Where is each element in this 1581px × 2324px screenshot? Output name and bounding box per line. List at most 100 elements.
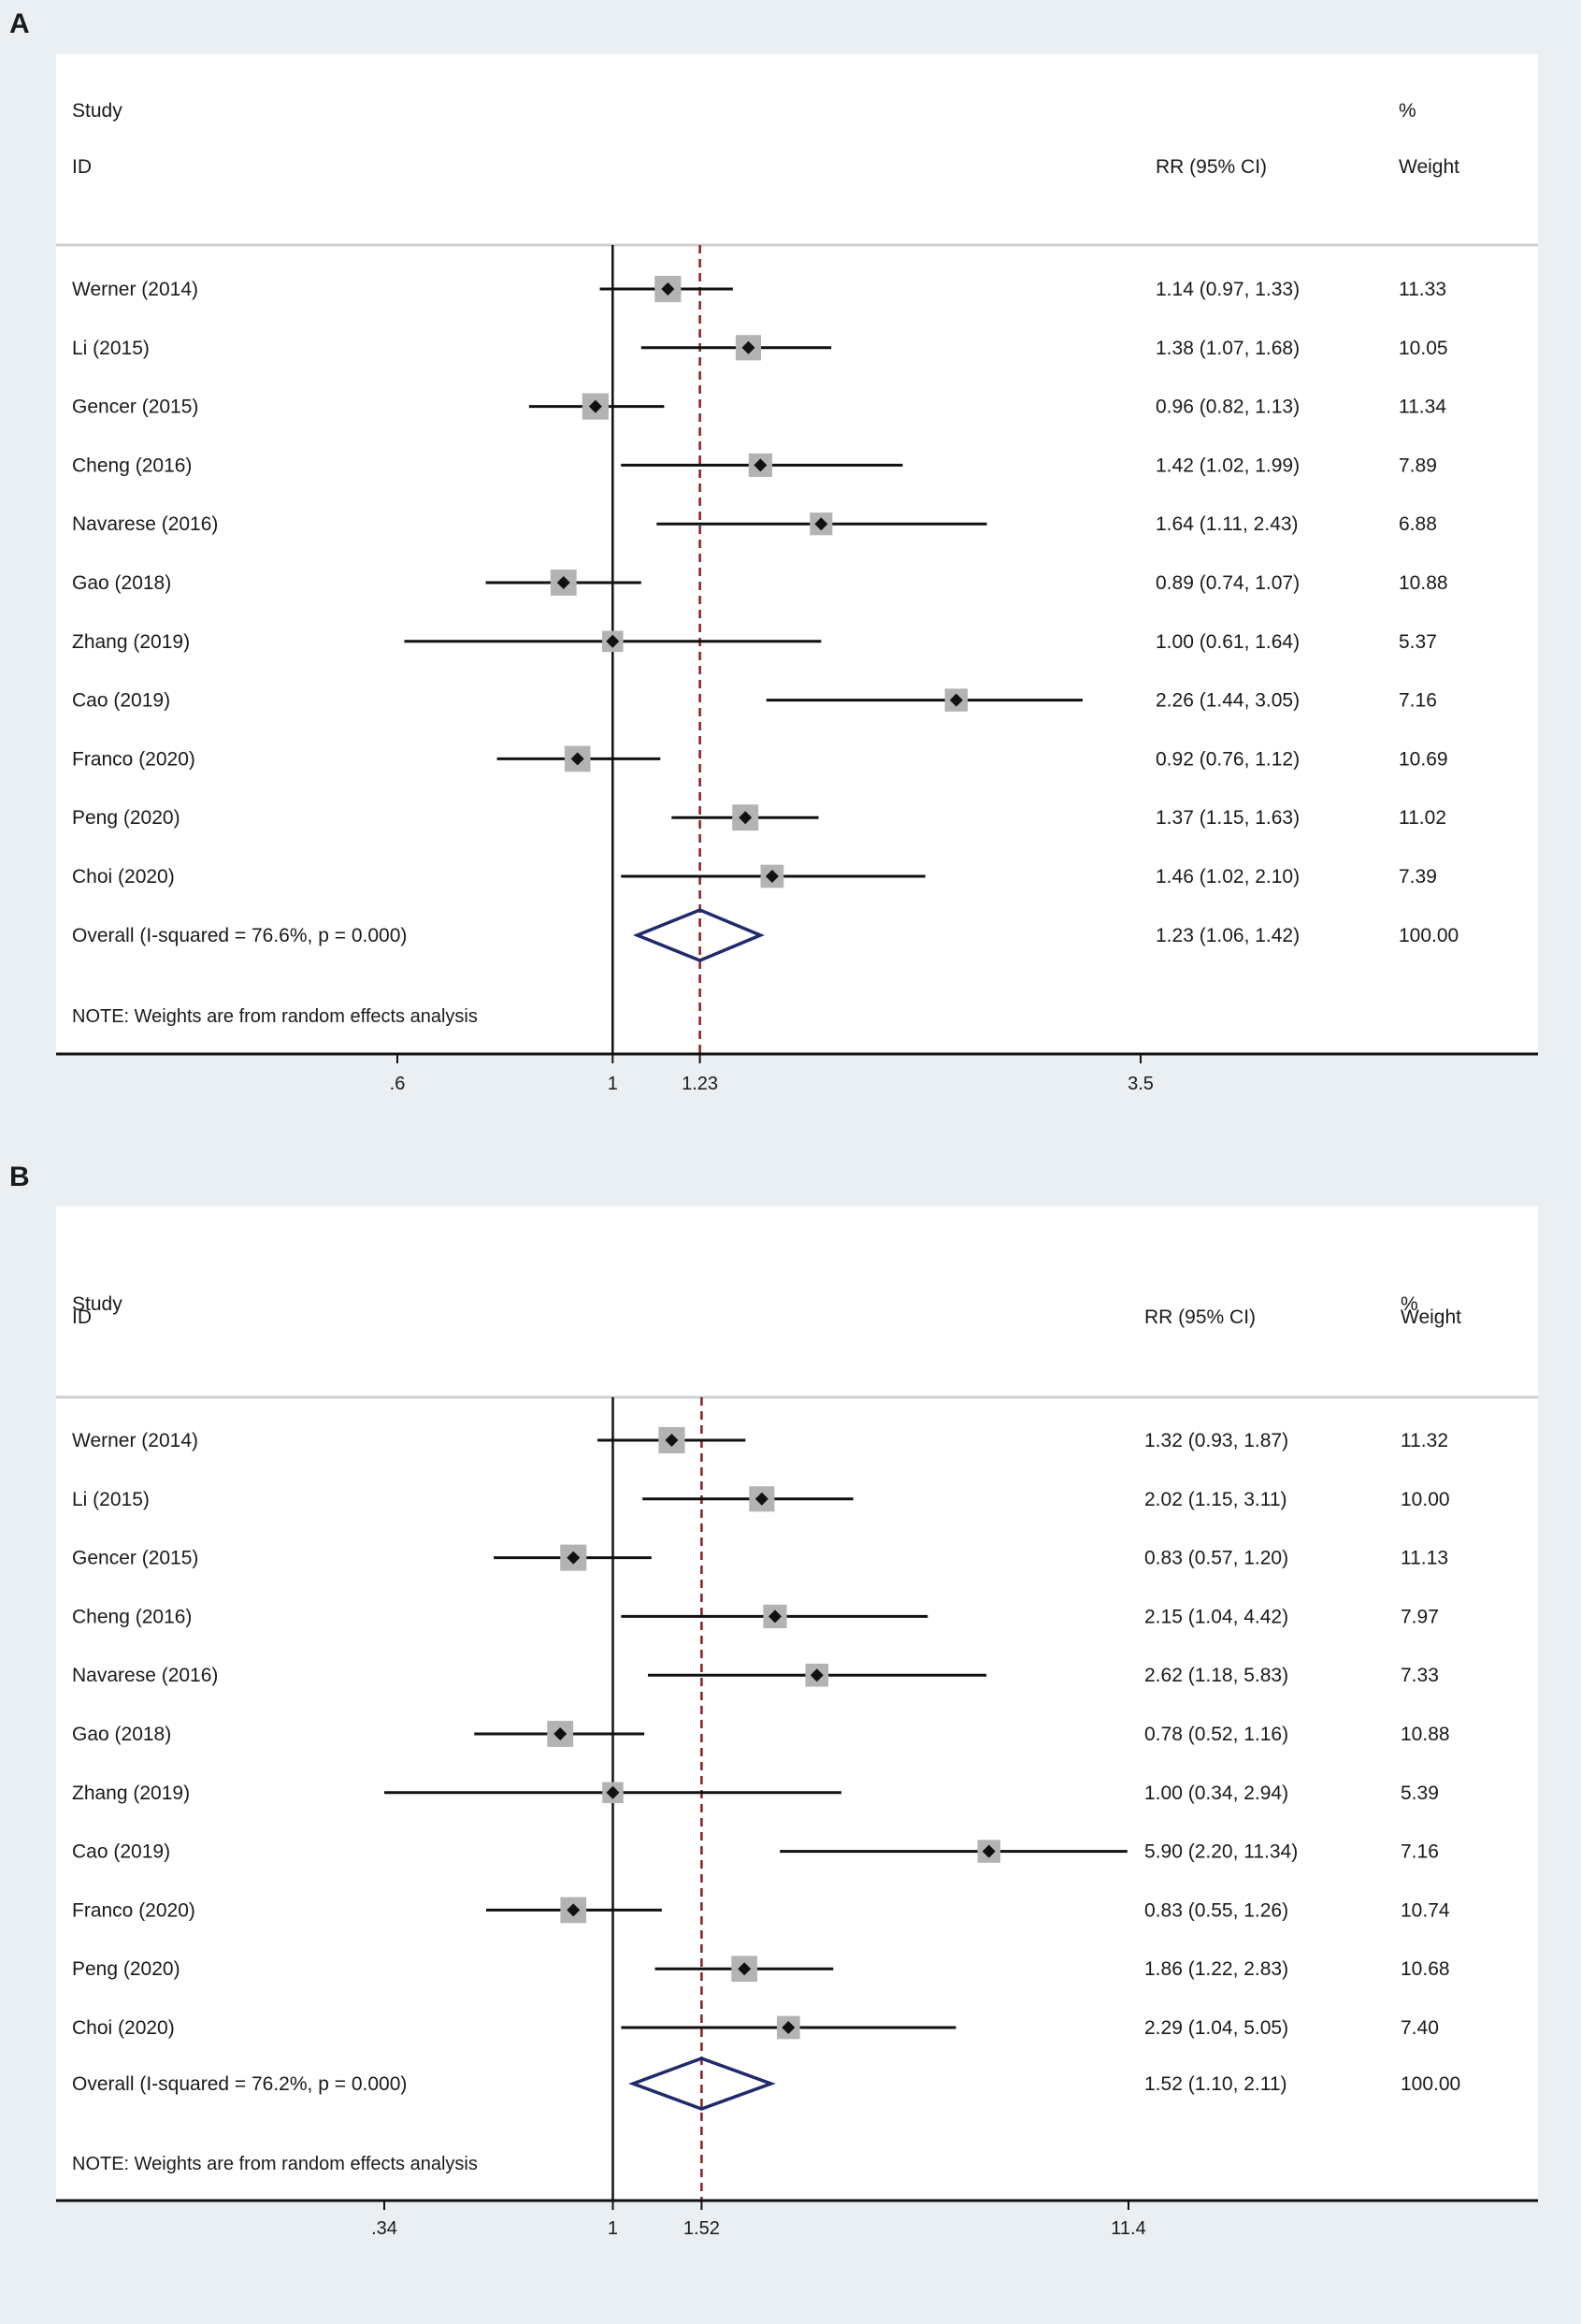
header-weight: Weight	[1401, 1306, 1461, 1328]
study-label: Zhang (2019)	[72, 631, 190, 653]
study-weight-text: 11.33	[1399, 279, 1446, 300]
overall-label: Overall (I-squared = 76.6%, p = 0.000)	[72, 925, 407, 946]
header-percent: %	[1399, 100, 1416, 122]
study-weight-text: 11.32	[1401, 1430, 1448, 1451]
x-axis-tick-label: .34	[371, 2218, 397, 2239]
study-label: Cao (2019)	[72, 1841, 170, 1863]
study-effect-text: 0.83 (0.57, 1.20)	[1144, 1548, 1288, 1569]
point-estimate-marker	[665, 1434, 679, 1447]
header-effect: RR (95% CI)	[1156, 156, 1267, 178]
point-estimate-marker	[741, 340, 755, 354]
panel-background	[56, 54, 1538, 1054]
header-weight: Weight	[1399, 156, 1459, 178]
study-weight-text: 10.69	[1399, 748, 1448, 770]
point-estimate-marker	[782, 2021, 796, 2034]
overall-label: Overall (I-squared = 76.2%, p = 0.000)	[72, 2073, 407, 2095]
header-id: ID	[72, 1306, 92, 1328]
forest-panel-a: A Study ID RR (95% CI)% Weight Werner (2014) 1…	[9, 8, 1538, 1094]
study-effect-text: 1.86 (1.22, 2.83)	[1144, 1958, 1288, 1980]
point-estimate-marker	[949, 693, 963, 707]
x-axis-tick-label: 1.52	[683, 2218, 720, 2239]
study-effect-text: 2.02 (1.15, 3.11)	[1144, 1489, 1287, 1510]
overall-weight-text: 100.00	[1399, 925, 1459, 946]
point-estimate-marker	[739, 811, 753, 825]
overall-effect-text: 1.23 (1.06, 1.42)	[1156, 925, 1300, 946]
header-study: Study	[72, 100, 122, 122]
study-effect-text: 1.14 (0.97, 1.33)	[1156, 279, 1300, 300]
study-effect-text: 1.32 (0.93, 1.87)	[1144, 1430, 1288, 1451]
point-estimate-marker	[768, 1609, 782, 1624]
study-weight-text: 11.02	[1399, 807, 1446, 829]
study-weight-text: 7.97	[1401, 1606, 1439, 1627]
point-estimate-marker	[755, 1492, 769, 1506]
study-label: Gencer (2015)	[72, 1548, 198, 1569]
point-estimate-marker	[567, 1903, 581, 1917]
study-effect-text: 1.00 (0.61, 1.64)	[1156, 631, 1300, 653]
study-effect-text: 0.83 (0.55, 1.26)	[1144, 1899, 1288, 1921]
study-effect-text: 2.26 (1.44, 3.05)	[1156, 690, 1300, 712]
study-label: Gao (2018)	[72, 1724, 171, 1745]
point-estimate-marker	[765, 870, 779, 883]
study-weight-text: 10.68	[1401, 1958, 1450, 1980]
study-label: Franco (2020)	[72, 1899, 195, 1921]
study-label: Gao (2018)	[72, 572, 171, 594]
study-weight-text: 7.16	[1401, 1841, 1439, 1863]
x-axis-tick-label: 11.4	[1111, 2218, 1145, 2239]
study-label: Franco (2020)	[72, 748, 195, 770]
x-axis-tick-label: 3.5	[1128, 1074, 1154, 1094]
study-weight-text: 10.05	[1399, 338, 1448, 359]
overall-diamond	[628, 2057, 776, 2111]
study-weight-text: 10.74	[1401, 1899, 1450, 1921]
study-weight-text: 10.88	[1399, 572, 1448, 594]
study-effect-text: 1.38 (1.07, 1.68)	[1156, 338, 1300, 359]
study-effect-text: 1.46 (1.02, 2.10)	[1156, 866, 1300, 888]
header-effect: RR (95% CI)	[1144, 1306, 1256, 1328]
overall-weight-text: 100.00	[1401, 2073, 1460, 2095]
header-study: Study	[72, 1293, 122, 1315]
study-label: Navarese (2016)	[72, 1665, 218, 1686]
study-effect-text: 1.42 (1.02, 1.99)	[1156, 455, 1300, 476]
study-effect-text: 1.64 (1.11, 2.43)	[1156, 513, 1299, 535]
point-estimate-marker	[553, 1727, 568, 1740]
panel-label: A	[9, 8, 30, 39]
weights-note: NOTE: Weights are from random effects an…	[72, 2154, 478, 2174]
study-weight-text: 11.34	[1399, 397, 1446, 418]
study-weight-text: 10.88	[1401, 1724, 1450, 1745]
study-label: Li (2015)	[72, 1489, 150, 1510]
study-effect-text: 2.29 (1.04, 5.05)	[1144, 2017, 1288, 2039]
study-effect-text: 5.90 (2.20, 11.34)	[1144, 1841, 1298, 1863]
point-estimate-marker	[661, 282, 675, 296]
study-effect-text: 0.78 (0.52, 1.16)	[1144, 1724, 1288, 1745]
study-weight-text: 10.00	[1401, 1489, 1450, 1510]
study-label: Peng (2020)	[72, 807, 180, 829]
point-estimate-marker	[754, 458, 768, 472]
study-effect-text: 1.00 (0.34, 2.94)	[1144, 1783, 1288, 1804]
study-label: Gencer (2015)	[72, 397, 198, 418]
study-effect-text: 0.96 (0.82, 1.13)	[1156, 397, 1300, 418]
study-effect-text: 0.92 (0.76, 1.12)	[1156, 748, 1300, 770]
point-estimate-marker	[810, 1668, 824, 1682]
overall-effect-text: 1.52 (1.10, 2.11)	[1144, 2073, 1287, 2095]
header-id: ID	[72, 156, 92, 178]
point-estimate-marker	[588, 399, 602, 413]
study-weight-text: 11.13	[1401, 1548, 1448, 1569]
study-weight-text: 7.33	[1401, 1665, 1439, 1686]
study-effect-text: 0.89 (0.74, 1.07)	[1156, 572, 1300, 594]
study-weight-text: 7.16	[1399, 690, 1437, 712]
x-axis-tick-label: 1	[608, 2218, 618, 2239]
study-weight-text: 7.40	[1401, 2017, 1439, 2039]
study-label: Choi (2020)	[72, 866, 175, 888]
point-estimate-marker	[606, 1785, 620, 1799]
study-weight-text: 5.37	[1399, 631, 1437, 653]
point-estimate-marker	[556, 576, 570, 589]
study-label: Cao (2019)	[72, 690, 170, 712]
x-axis-tick-label: .6	[390, 1074, 406, 1094]
study-weight-text: 7.89	[1399, 455, 1437, 476]
point-estimate-marker	[567, 1551, 581, 1565]
panel-label: B	[9, 1162, 30, 1192]
study-weight-text: 5.39	[1401, 1783, 1439, 1804]
study-label: Werner (2014)	[72, 279, 198, 300]
study-label: Li (2015)	[72, 338, 150, 359]
